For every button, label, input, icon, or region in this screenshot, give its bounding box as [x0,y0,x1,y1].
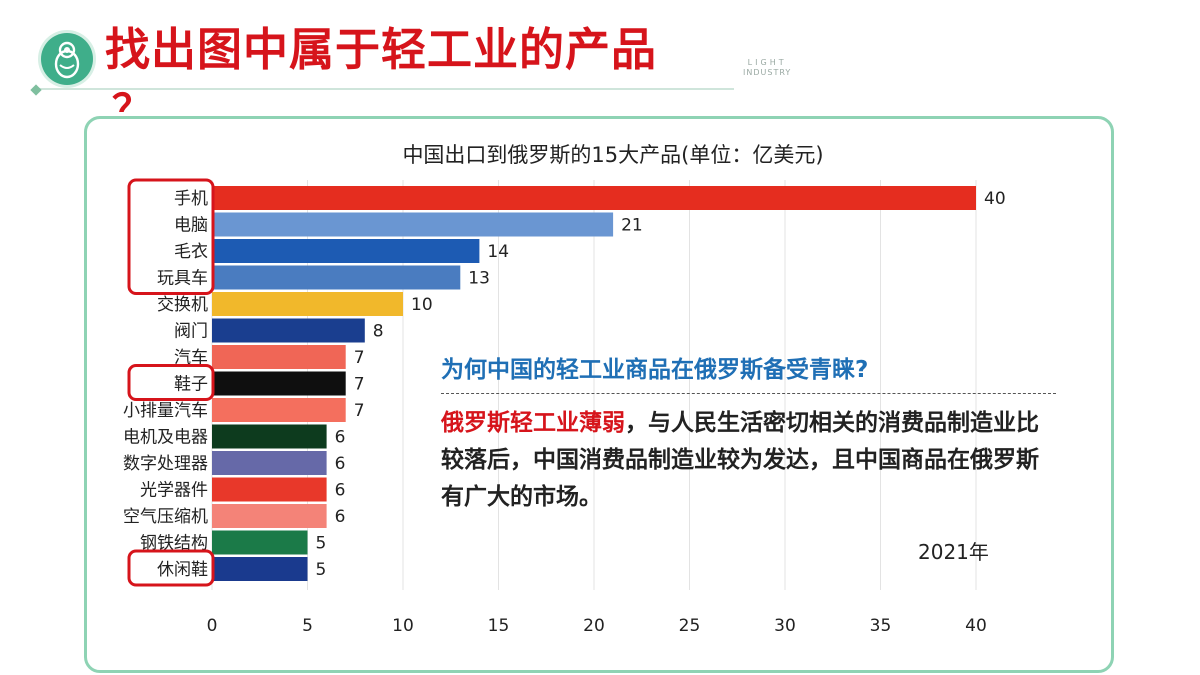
bar [212,212,614,237]
labels-layer: 手机 40 电脑 21 毛衣 14 玩具车 13 交换机 10 阀门 8 汽车 7 鞋子 7 小排量汽车 7 电机及… [123,189,1006,580]
category-label: 交换机 [157,295,208,315]
value-label: 7 [354,375,365,395]
value-label: 13 [468,269,490,289]
category-label: 钢铁结构 [140,534,208,554]
year-label: 2021年 [918,540,989,564]
bars-layer [212,186,976,581]
category-label: 休闲鞋 [157,560,208,580]
value-label: 7 [354,348,365,368]
category-label: 光学器件 [140,481,208,501]
value-label: 14 [487,242,509,262]
highlight-box [127,549,215,587]
chart-title: 中国出口到俄罗斯的15大产品(单位：亿美元) [402,143,823,167]
bar [212,371,346,396]
header-divider [34,88,734,90]
value-label: 7 [354,401,365,421]
ticks-layer: 0 5 10 15 20 25 30 35 40 [207,616,987,636]
question-text: 为何中国的轻工业商品在俄罗斯备受青睐? [441,357,869,383]
x-tick-label: 30 [774,616,796,636]
x-tick-label: 5 [302,616,313,636]
category-label: 电脑 [174,216,208,236]
category-label: 电机及电器 [123,428,208,448]
brand-mark: LIGHT INDUSTRY [743,58,791,78]
category-label: 汽车 [174,348,208,368]
value-label: 8 [373,322,384,342]
x-tick-label: 25 [679,616,701,636]
category-label: 手机 [174,189,208,209]
x-tick-label: 15 [488,616,510,636]
category-label: 鞋子 [174,375,208,395]
bar [212,345,346,369]
category-label: 空气压缩机 [123,507,208,527]
bar [212,557,308,581]
bar [212,424,327,449]
value-label: 5 [316,560,327,580]
value-label: 6 [335,428,346,448]
bar [212,239,480,263]
value-label: 6 [335,454,346,474]
page-title: 找出图中属于轻工业的产品 [105,23,658,76]
category-label: 毛衣 [174,242,208,262]
x-tick-label: 35 [870,616,892,636]
x-tick-label: 40 [965,616,987,636]
category-label: 数字处理器 [123,454,208,474]
bar [212,530,308,555]
category-label: 玩具车 [157,269,208,289]
category-label: 阀门 [174,322,208,342]
highlight-box [127,178,215,295]
highlight-layer [127,178,215,587]
page-title-question-mark: ？ [112,90,152,112]
bar [212,451,327,475]
value-label: 21 [621,216,643,236]
matryoshka-logo-icon [41,33,93,85]
x-tick-label: 20 [583,616,605,636]
bar [212,265,461,290]
brand-line-2: INDUSTRY [743,68,792,77]
category-label: 小排量汽车 [123,401,208,421]
answer-text: 俄罗斯轻工业薄弱，与人民生活密切相关的消费品制造业比较落后，中国消费品制造业较为… [441,405,1051,516]
x-tick-label: 0 [207,616,218,636]
value-label: 5 [316,534,327,554]
bar [212,398,346,422]
value-label: 6 [335,507,346,527]
bar [212,186,976,210]
brand-line-1: LIGHT [747,58,787,67]
value-label: 10 [411,295,433,315]
value-label: 6 [335,481,346,501]
answer-rest: ，与人民生活密切相关的消费品制造业比较落后，中国消费品制造业较为发达，且中国商品… [441,410,1039,510]
bar [212,318,365,343]
dashed-separator [441,393,1056,394]
bar [212,504,327,528]
x-tick-label: 10 [392,616,414,636]
answer-highlight: 俄罗斯轻工业薄弱 [441,410,625,436]
bar [212,477,327,502]
bar [212,292,403,316]
highlight-box [127,364,215,401]
value-label: 40 [984,189,1006,209]
